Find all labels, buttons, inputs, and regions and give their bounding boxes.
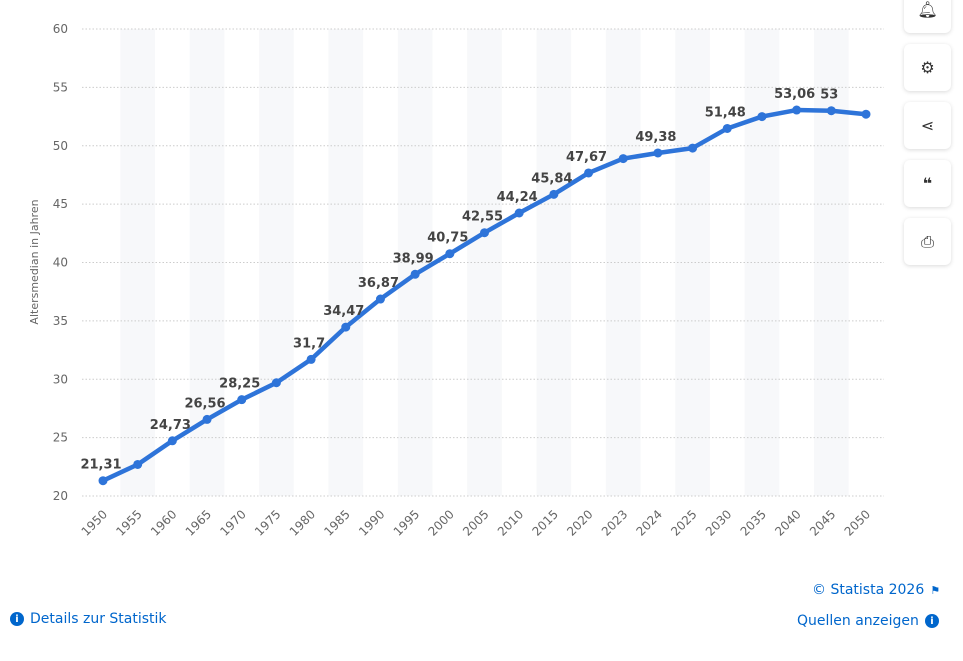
data-point bbox=[445, 249, 455, 259]
share-icon: ⋖ bbox=[920, 116, 935, 135]
data-label: 31,7 bbox=[293, 336, 325, 351]
data-point bbox=[514, 208, 524, 218]
data-point bbox=[618, 154, 628, 164]
x-tick-label: 2005 bbox=[460, 507, 491, 538]
x-tick-label: 2023 bbox=[599, 507, 630, 538]
x-tick-label: 2050 bbox=[842, 507, 873, 538]
x-tick-label: 2000 bbox=[425, 507, 456, 538]
data-label: 45,84 bbox=[531, 171, 572, 186]
sources-link[interactable]: Quellen anzeigen i bbox=[797, 613, 939, 629]
y-tick-label: 30 bbox=[53, 372, 68, 386]
x-tick-label: 2045 bbox=[807, 507, 838, 538]
info-icon: i bbox=[10, 612, 24, 626]
data-point bbox=[757, 112, 767, 122]
data-label: 36,87 bbox=[358, 276, 399, 291]
data-point bbox=[98, 476, 108, 486]
x-tick-label: 1970 bbox=[217, 507, 248, 538]
data-label: 24,73 bbox=[150, 418, 191, 433]
data-label: 34,47 bbox=[323, 304, 364, 319]
x-tick-label: 1960 bbox=[148, 507, 179, 538]
y-tick-label: 45 bbox=[53, 197, 68, 211]
data-point bbox=[722, 123, 732, 133]
data-label: 51,48 bbox=[705, 105, 746, 120]
quote-icon: ❝ bbox=[922, 174, 933, 193]
settings-button[interactable]: ⚙ bbox=[904, 44, 951, 91]
x-tick-label: 1990 bbox=[356, 507, 387, 538]
data-label: 42,55 bbox=[462, 210, 503, 225]
data-point bbox=[202, 414, 212, 424]
data-point bbox=[271, 378, 281, 388]
data-label: 28,25 bbox=[219, 377, 260, 392]
data-label: 38,99 bbox=[393, 251, 434, 266]
y-axis-label: Altersmedian in Jahren bbox=[28, 199, 41, 324]
data-label: 49,38 bbox=[635, 130, 676, 145]
x-tick-label: 1995 bbox=[391, 507, 422, 538]
x-tick-label: 2035 bbox=[738, 507, 769, 538]
x-tick-label: 2024 bbox=[634, 507, 665, 538]
x-tick-label: 1965 bbox=[183, 507, 214, 538]
print-icon: ⎙ bbox=[921, 231, 934, 251]
y-tick-label: 55 bbox=[53, 80, 68, 94]
data-label: 40,75 bbox=[427, 231, 468, 246]
data-label: 44,24 bbox=[497, 190, 538, 205]
data-point bbox=[237, 395, 247, 405]
print-button[interactable]: ⎙ bbox=[904, 218, 951, 265]
bell-icon: 🔔︎ bbox=[917, 0, 938, 19]
data-point bbox=[341, 322, 351, 332]
x-tick-label: 2020 bbox=[564, 507, 595, 538]
y-tick-label: 35 bbox=[53, 314, 68, 328]
x-tick-label: 2010 bbox=[495, 507, 526, 538]
x-tick-label: 1950 bbox=[79, 507, 110, 538]
gear-icon: ⚙ bbox=[920, 58, 935, 77]
info-icon: i bbox=[924, 614, 939, 628]
x-tick-label: 2015 bbox=[529, 507, 560, 538]
data-point bbox=[480, 228, 489, 238]
y-tick-label: 40 bbox=[53, 256, 68, 270]
x-tick-label: 2030 bbox=[703, 507, 734, 538]
flag-icon: ⚑ bbox=[930, 583, 941, 597]
data-label: 53,06 bbox=[774, 87, 815, 102]
copyright-link[interactable]: © Statista 2026 ⚑ bbox=[812, 582, 941, 598]
y-tick-label: 25 bbox=[53, 431, 68, 445]
data-point bbox=[653, 148, 663, 158]
y-tick-label: 20 bbox=[53, 489, 68, 503]
data-point bbox=[549, 189, 559, 199]
data-point bbox=[688, 143, 698, 153]
data-point bbox=[584, 168, 594, 178]
x-tick-label: 1955 bbox=[113, 507, 144, 538]
data-label: 47,67 bbox=[566, 150, 607, 165]
column-band bbox=[675, 29, 710, 496]
data-point bbox=[792, 105, 802, 115]
x-tick-label: 2040 bbox=[772, 507, 803, 538]
cite-button[interactable]: ❝ bbox=[904, 160, 951, 207]
x-tick-label: 1980 bbox=[287, 507, 318, 538]
data-point bbox=[826, 106, 836, 116]
y-tick-label: 60 bbox=[53, 22, 68, 36]
data-point bbox=[133, 459, 143, 469]
data-point bbox=[306, 354, 316, 364]
details-link[interactable]: i Details zur Statistik bbox=[10, 611, 167, 627]
data-point bbox=[861, 109, 871, 119]
y-tick-label: 50 bbox=[53, 139, 68, 153]
notification-button[interactable]: 🔔︎ bbox=[904, 0, 951, 33]
x-tick-label: 1985 bbox=[321, 507, 352, 538]
share-button[interactable]: ⋖ bbox=[904, 102, 951, 149]
data-label: 53 bbox=[820, 88, 838, 103]
x-tick-label: 1975 bbox=[252, 507, 283, 538]
x-tick-label: 2025 bbox=[668, 507, 699, 538]
data-point bbox=[410, 269, 420, 279]
data-label: 26,56 bbox=[184, 396, 225, 411]
data-point bbox=[167, 436, 177, 446]
data-label: 21,31 bbox=[80, 458, 121, 473]
data-point bbox=[375, 294, 385, 304]
